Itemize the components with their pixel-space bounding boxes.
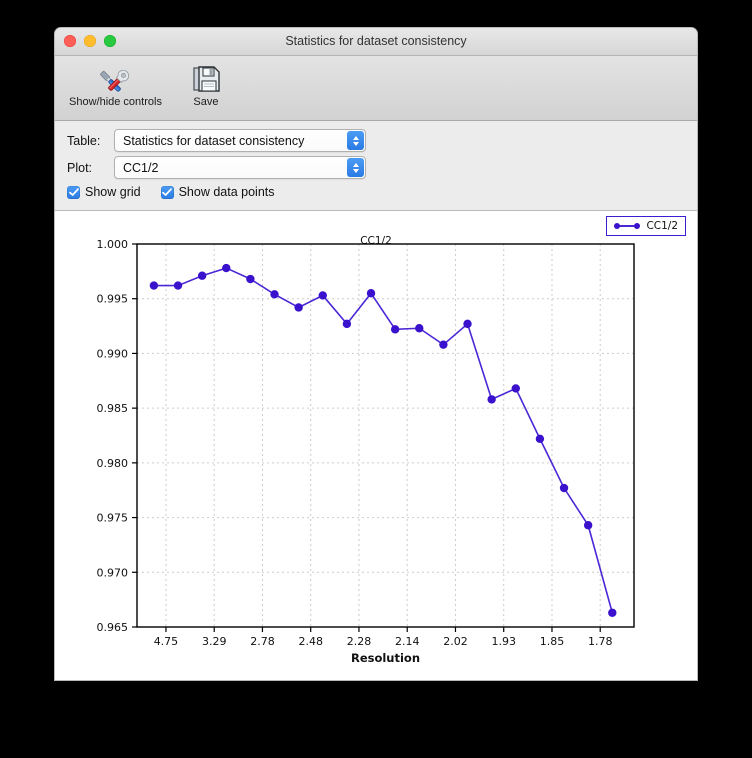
svg-text:2.48: 2.48 [298, 635, 323, 648]
legend-marker-icon [614, 222, 641, 230]
table-label: Table: [67, 133, 101, 148]
svg-text:0.985: 0.985 [97, 402, 129, 415]
legend-label: CC1/2 [646, 220, 678, 232]
table-row: Table: Statistics for dataset consistenc… [55, 127, 697, 154]
window-controls [64, 35, 116, 47]
svg-text:2.02: 2.02 [443, 635, 468, 648]
checkmark-icon [160, 185, 174, 199]
svg-text:4.75: 4.75 [154, 635, 179, 648]
svg-text:0.990: 0.990 [97, 347, 129, 360]
table-select-value: Statistics for dataset consistency [123, 133, 305, 148]
show-hide-controls-button[interactable]: Show/hide controls [65, 60, 166, 109]
svg-text:0.965: 0.965 [97, 621, 129, 634]
plot-select-stepper-icon[interactable] [347, 158, 364, 177]
chart-svg: 1.000 0.995 0.990 0.985 0.980 0.975 0.970 0.965… [97, 238, 635, 665]
save-label: Save [193, 96, 219, 108]
title-bar: Statistics for dataset consistency [55, 28, 697, 56]
show-hide-controls-label: Show/hide controls [69, 96, 162, 108]
show-data-points-checkbox[interactable]: Show data points [160, 185, 275, 199]
svg-text:1.78: 1.78 [588, 635, 613, 648]
checkmark-icon [67, 185, 80, 199]
toolbar: Show/hide controls Save [55, 56, 697, 121]
minimize-button[interactable] [84, 35, 96, 47]
svg-text:1.93: 1.93 [491, 635, 516, 648]
svg-text:Resolution: Resolution [351, 651, 420, 665]
chart-legend: CC1/2 [606, 216, 686, 236]
table-select-stepper-icon[interactable] [347, 131, 364, 150]
plot-row: Plot: CC1/2 [55, 154, 697, 181]
controls-panel: Table: Statistics for dataset consistenc… [55, 121, 697, 211]
svg-text:2.78: 2.78 [250, 635, 274, 648]
application-window: Statistics for dataset consistency [55, 28, 697, 680]
save-floppy-icon [190, 61, 222, 95]
tools-icon [98, 61, 132, 95]
plot-area: CC1/2 CC1/2 1.000 0.995 0.990 0.985 0.980 0.9… [55, 211, 697, 680]
svg-text:3.29: 3.29 [202, 635, 227, 648]
show-grid-label: Show grid [85, 185, 141, 199]
svg-text:0.980: 0.980 [97, 457, 129, 470]
svg-text:1.85: 1.85 [540, 635, 565, 648]
zoom-button[interactable] [104, 35, 116, 47]
plot-label: Plot: [67, 160, 93, 175]
table-select[interactable]: Statistics for dataset consistency [114, 129, 366, 152]
show-grid-checkbox[interactable]: Show grid [67, 185, 141, 199]
window-title: Statistics for dataset consistency [285, 34, 467, 48]
svg-text:0.970: 0.970 [97, 566, 129, 579]
svg-text:2.14: 2.14 [395, 635, 420, 648]
close-button[interactable] [64, 35, 76, 47]
svg-text:2.28: 2.28 [347, 635, 372, 648]
svg-text:0.995: 0.995 [97, 293, 129, 306]
svg-text:1.000: 1.000 [97, 238, 129, 251]
plot-select-value: CC1/2 [123, 160, 159, 175]
plot-select[interactable]: CC1/2 [114, 156, 366, 179]
svg-text:0.975: 0.975 [97, 512, 129, 525]
save-button[interactable]: Save [174, 60, 238, 109]
checkbox-row: Show grid Show data points [55, 181, 697, 203]
show-data-points-label: Show data points [178, 185, 275, 199]
